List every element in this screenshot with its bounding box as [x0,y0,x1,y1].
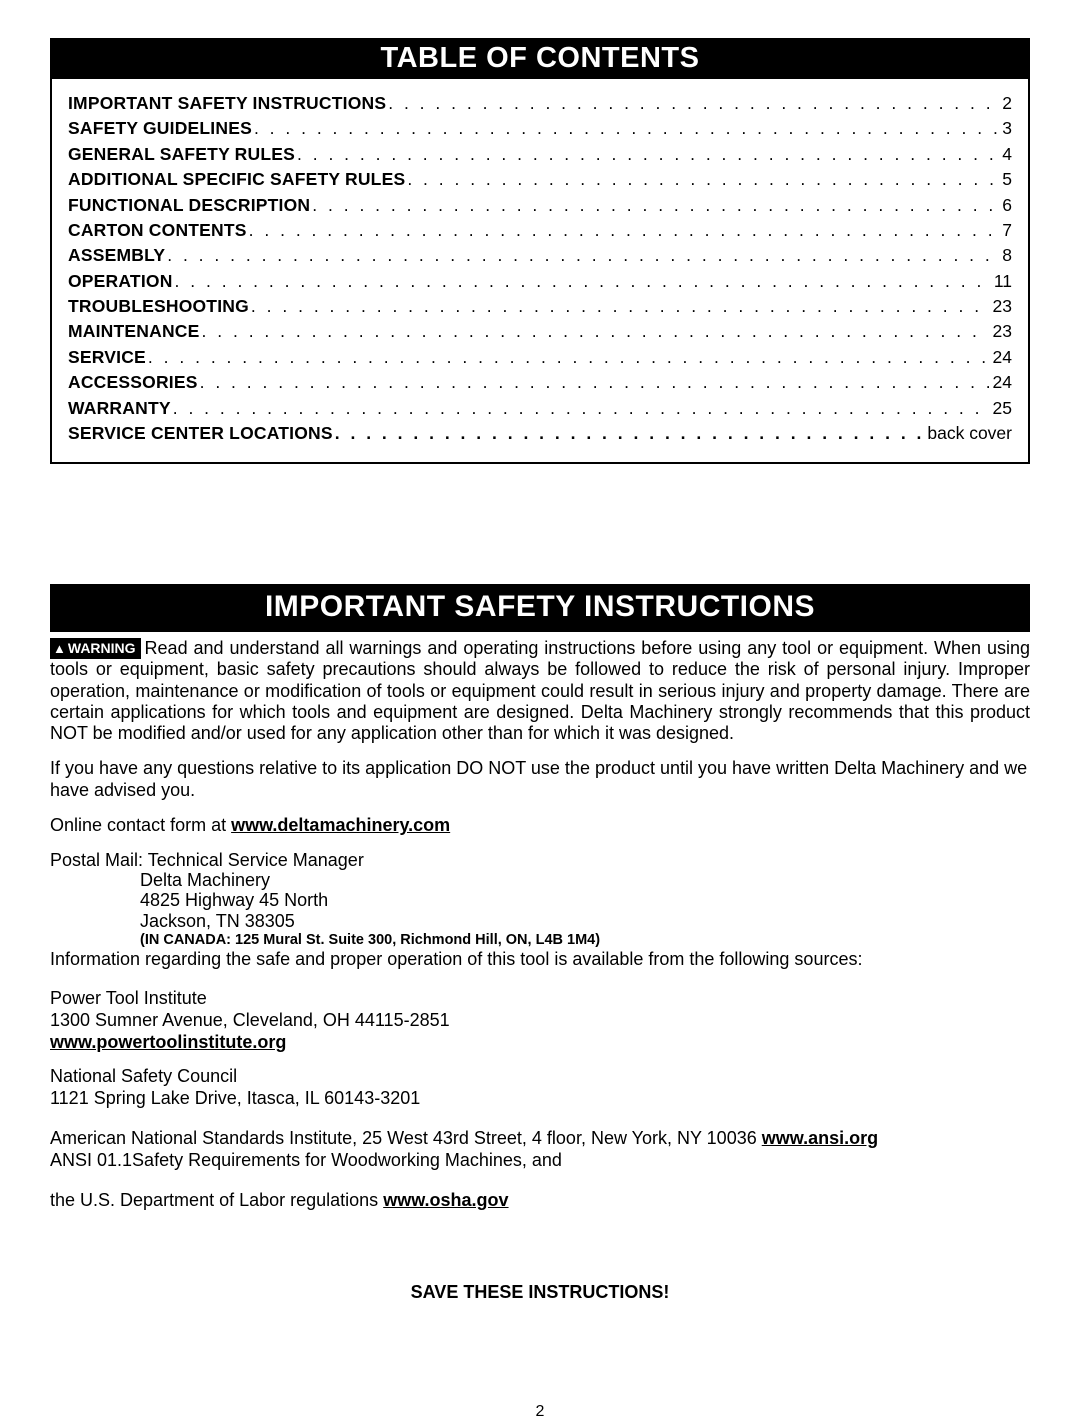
toc-page: back cover [925,421,1012,446]
warning-triangle-icon: ▲ [53,641,66,656]
org-osha: the U.S. Department of Labor regulations… [50,1190,1030,1212]
toc-row: SERVICE 24 [68,345,1012,370]
powertoolinstitute-link[interactable]: www.powertoolinstitute.org [50,1032,286,1052]
toc-row: ADDITIONAL SPECIFIC SAFETY RULES 5 [68,167,1012,192]
toc-title: IMPORTANT SAFETY INSTRUCTIONS [68,91,386,116]
toc-page: 4 [1000,142,1012,167]
toc-page: 11 [992,269,1012,294]
toc-leader [200,370,989,395]
org-name: Power Tool Institute [50,988,1030,1010]
toc-page: 24 [991,345,1012,370]
toc-title: SERVICE CENTER LOCATIONS [68,421,333,446]
toc-page: 5 [1000,167,1012,192]
postal-label: Postal Mail: Technical Service Manager [50,850,1030,870]
org-address: 1300 Sumner Avenue, Cleveland, OH 44115-… [50,1010,1030,1032]
toc-row: SERVICE CENTER LOCATIONS back cover [68,421,1012,446]
toc-page: 23 [991,294,1012,319]
toc-title: SERVICE [68,345,146,370]
toc-title: TROUBLESHOOTING [68,294,249,319]
toc-leader [297,142,998,167]
toc-row: GENERAL SAFETY RULES 4 [68,142,1012,167]
toc-title: ADDITIONAL SPECIFIC SAFETY RULES [68,167,405,192]
toc-title: GENERAL SAFETY RULES [68,142,295,167]
toc-page: 8 [1000,243,1012,268]
online-contact-line: Online contact form at www.deltamachiner… [50,815,1030,836]
warning-badge: ▲WARNING [50,638,141,659]
org-name: National Safety Council [50,1066,1030,1088]
ansi-sub: ANSI 01.1Safety Requirements for Woodwor… [50,1150,1030,1172]
toc-page: 24 [991,370,1012,395]
postal-line: 4825 Highway 45 North [50,890,1030,910]
toc-row: TROUBLESHOOTING 23 [68,294,1012,319]
toc-page: 2 [1000,91,1012,116]
toc-title: FUNCTIONAL DESCRIPTION [68,193,310,218]
deltamachinery-link[interactable]: www.deltamachinery.com [231,815,450,835]
toc-page: 7 [1000,218,1012,243]
toc-title: SAFETY GUIDELINES [68,116,252,141]
toc-row: WARRANTY 25 [68,396,1012,421]
toc-leader [312,193,998,218]
toc-row: ASSEMBLY 8 [68,243,1012,268]
toc-title: CARTON CONTENTS [68,218,247,243]
toc-leader [167,243,998,268]
warning-paragraph: ▲WARNINGRead and understand all warnings… [50,638,1030,744]
toc-row: FUNCTIONAL DESCRIPTION 6 [68,193,1012,218]
toc-title: ACCESSORIES [68,370,198,395]
toc-row: MAINTENANCE 23 [68,319,1012,344]
toc-leader [335,421,924,446]
toc-title: WARRANTY [68,396,171,421]
warning-label: WARNING [68,640,136,656]
safety-header: IMPORTANT SAFETY INSTRUCTIONS [50,584,1030,632]
org-powertool: Power Tool Institute 1300 Sumner Avenue,… [50,988,1030,1054]
table-of-contents: TABLE OF CONTENTS IMPORTANT SAFETY INSTR… [50,38,1030,464]
toc-row: CARTON CONTENTS 7 [68,218,1012,243]
toc-page: 25 [991,396,1012,421]
toc-title: ASSEMBLY [68,243,165,268]
toc-leader [173,396,989,421]
toc-leader [202,319,989,344]
postal-line: Jackson, TN 38305 [50,911,1030,931]
toc-title: MAINTENANCE [68,319,200,344]
org-ansi: American National Standards Institute, 2… [50,1128,1030,1172]
toc-row: SAFETY GUIDELINES 3 [68,116,1012,141]
save-instructions: SAVE THESE INSTRUCTIONS! [50,1282,1030,1303]
toc-row: ACCESSORIES 24 [68,370,1012,395]
info-sources-line: Information regarding the safe and prope… [50,949,1030,970]
toc-leader [148,345,989,370]
page-number: 2 [50,1403,1030,1421]
toc-page: 6 [1000,193,1012,218]
toc-page: 23 [991,319,1012,344]
toc-leader [175,269,990,294]
toc-leader [254,116,998,141]
org-nsc: National Safety Council 1121 Spring Lake… [50,1066,1030,1110]
toc-body: IMPORTANT SAFETY INSTRUCTIONS 2 SAFETY GU… [52,79,1028,462]
ansi-text: American National Standards Institute, 2… [50,1128,762,1148]
toc-row: IMPORTANT SAFETY INSTRUCTIONS 2 [68,91,1012,116]
online-prefix: Online contact form at [50,815,231,835]
toc-leader [407,167,998,192]
toc-leader [388,91,998,116]
toc-title: OPERATION [68,269,173,294]
ansi-link[interactable]: www.ansi.org [762,1128,878,1148]
toc-row: OPERATION 11 [68,269,1012,294]
osha-text: the U.S. Department of Labor regulations [50,1190,383,1210]
canada-address: (IN CANADA: 125 Mural St. Suite 300, Ric… [50,932,1030,948]
toc-leader [249,218,999,243]
org-address: 1121 Spring Lake Drive, Itasca, IL 60143… [50,1088,1030,1110]
postal-line: Delta Machinery [50,870,1030,890]
toc-header: TABLE OF CONTENTS [52,40,1028,79]
postal-address: Postal Mail: Technical Service Manager D… [50,850,1030,948]
questions-paragraph: If you have any questions relative to it… [50,758,1030,800]
warning-text: Read and understand all warnings and ope… [50,638,1030,743]
osha-link[interactable]: www.osha.gov [383,1190,508,1210]
toc-leader [251,294,989,319]
toc-page: 3 [1000,116,1012,141]
